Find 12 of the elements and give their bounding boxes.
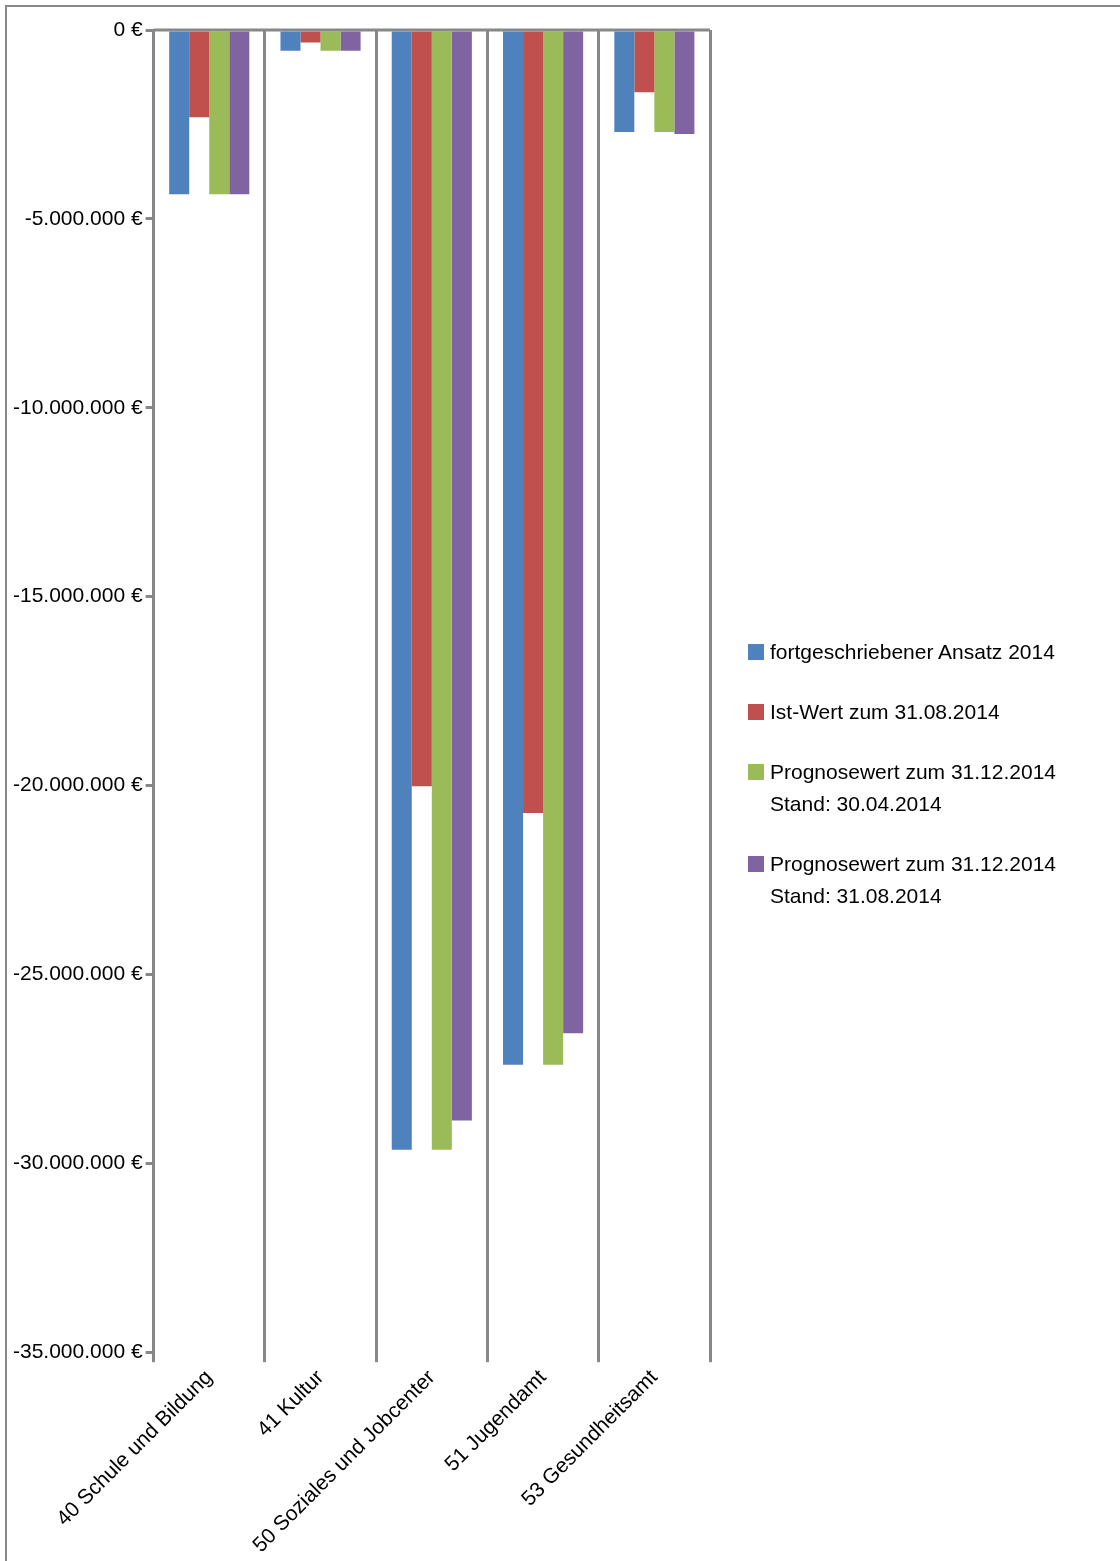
y-tick-label: -20.000.000 € [13,772,143,796]
legend-label: Ist-Wert zum 31.08.2014 [770,699,1000,725]
legend-label: fortgeschriebener Ansatz 2014 [770,639,1055,665]
legend-label: Prognosewert zum 31.12.2014 Stand: 30.04.2014 [770,759,1057,817]
y-tick-label: -35.000.000 € [13,1338,143,1362]
y-tick-label: -30.000.000 € [13,1150,143,1174]
legend-label: Prognosewert zum 31.12.2014 Stand: 31.08.2014 [770,851,1057,909]
y-tick-label: -25.000.000 € [13,961,143,985]
y-tick-label: 0 € [113,16,143,40]
y-tick-label: -5.000.000 € [24,205,143,229]
y-tick-label: -15.000.000 € [13,583,143,607]
y-tick-label: -10.000.000 € [13,394,143,418]
